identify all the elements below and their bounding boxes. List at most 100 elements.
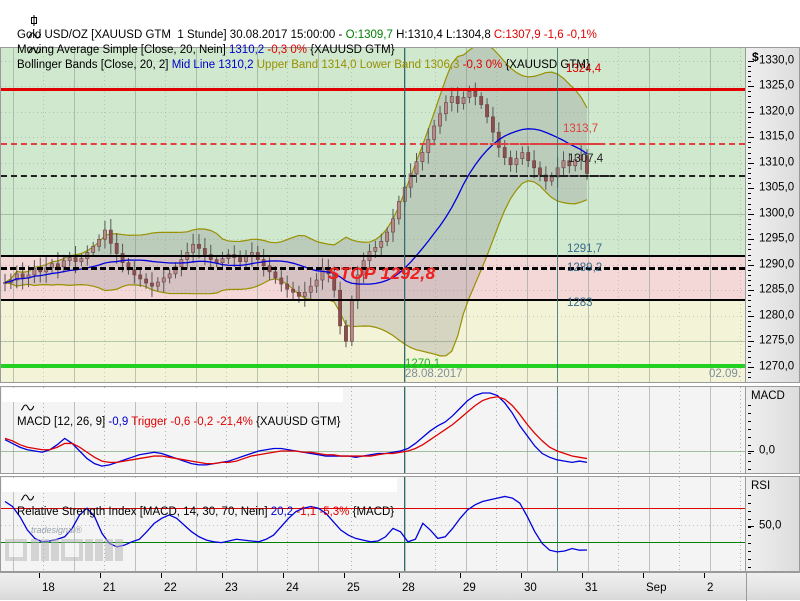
- macd-gridline: [435, 387, 436, 473]
- price-axis-minor-tick: [748, 275, 751, 276]
- lower-zone-black-line: [1, 299, 745, 302]
- price-gridline: [1, 239, 745, 240]
- time-axis[interactable]: 18 21 22 23 24 25 28 29 30 31 Sep 2: [0, 572, 800, 601]
- price-axis-minor-tick: [748, 127, 751, 128]
- rsi-gridline: [740, 477, 741, 571]
- macd-zero-line: [1, 451, 745, 452]
- cursor-line[interactable]: [404, 48, 405, 382]
- time-subgridline: [351, 48, 352, 382]
- price-axis-minor-tick: [748, 219, 751, 220]
- price-axis-minor-tick: [748, 158, 751, 159]
- time-gridline: [588, 48, 589, 382]
- price-axis-tick: [748, 341, 754, 342]
- price-axis-minor-tick: [748, 377, 751, 378]
- price-axis-minor-tick: [748, 306, 751, 307]
- time-axis-tick: [582, 573, 583, 578]
- rsi-day-gridline: [257, 477, 258, 571]
- rsi-panel[interactable]: tradesignal®: [0, 476, 746, 572]
- price-chart-panel[interactable]: 1324,4 1313,7 1307,4 1291,7 1289,2 1283 1270,1…: [0, 47, 746, 383]
- price-axis-minor-tick: [748, 153, 751, 154]
- macd-axis-minor-tick: [748, 445, 751, 446]
- price-axis-minor-tick: [748, 76, 751, 77]
- legend-row-rsi[interactable]: Relative Strength Index [MACD, 14, 30, 7…: [2, 478, 398, 518]
- legend-row-bollinger[interactable]: Bollinger Bands [Close, 20, 2] Mid Line …: [2, 31, 590, 71]
- price-gridline: [1, 61, 745, 62]
- rsi-gridline: [43, 477, 44, 571]
- price-axis-tick: [748, 86, 754, 87]
- cursor-line-secondary[interactable]: [557, 387, 558, 473]
- rsi-gridline: [618, 477, 619, 571]
- rsi-axis-minor-tick: [748, 495, 751, 496]
- macd-gridline: [226, 387, 227, 473]
- cursor-line[interactable]: [404, 477, 405, 571]
- rsi-gridline: [435, 477, 436, 571]
- time-axis-tick: [399, 573, 400, 578]
- chart-legend: Gold USD/OZ [XAUUSD GTM 1 Stunde] 30.08.…: [0, 0, 746, 71]
- resistance-red-line: [1, 87, 745, 91]
- time-subgridline: [435, 48, 436, 382]
- macd-axis[interactable]: MACD 0,0: [746, 386, 800, 474]
- price-axis-minor-tick: [748, 311, 751, 312]
- rsi-day-gridline: [318, 477, 319, 571]
- price-series: [3, 48, 589, 357]
- rsi-day-gridline: [466, 477, 467, 571]
- price-axis-minor-tick: [748, 71, 751, 72]
- time-axis-tick: [222, 573, 223, 578]
- price-axis-label: 1315,0: [759, 130, 795, 143]
- price-axis-tick: [748, 239, 754, 240]
- macd-gridline: [43, 387, 44, 473]
- macd-axis-minor-tick: [748, 421, 751, 422]
- rsi-axis[interactable]: RSI 50,0: [746, 476, 800, 572]
- price-axis-label: 1310,0: [759, 156, 795, 169]
- rsi-day-gridline: [135, 477, 136, 571]
- price-axis-label: 1290,0: [759, 258, 795, 271]
- price-gridline: [1, 265, 745, 266]
- price-axis-minor-tick: [748, 117, 751, 118]
- macd-gridline: [740, 387, 741, 473]
- price-axis-minor-tick: [748, 132, 751, 133]
- price-axis-minor-tick: [748, 351, 751, 352]
- macd-gridline: [618, 387, 619, 473]
- legend-row-macd[interactable]: MACD [12, 26, 9] -0,9 Trigger -0,6 -0,2 …: [2, 388, 344, 428]
- price-axis-minor-tick: [748, 102, 751, 103]
- price-axis-minor-tick: [748, 249, 751, 250]
- cursor-line-secondary[interactable]: [557, 48, 558, 382]
- time-axis-divider: [746, 573, 747, 601]
- price-axis-minor-tick: [748, 142, 751, 143]
- macd-day-gridline: [527, 387, 528, 473]
- macd-axis-minor-tick: [748, 453, 751, 454]
- price-axis[interactable]: $ 1330,0 1325,0 1320,0 1315,0 1310,0 1305,0 13…: [746, 47, 800, 383]
- legend-row-moving-average[interactable]: Moving Average Simple [Close, 20, Nein] …: [2, 16, 395, 56]
- price-axis-tick: [748, 214, 754, 215]
- price-axis-minor-tick: [748, 372, 751, 373]
- bollinger-lower-band: [4, 180, 588, 357]
- price-axis-label: 1285,0: [759, 283, 795, 296]
- price-axis-minor-tick: [748, 198, 751, 199]
- price-gridline: [1, 290, 745, 291]
- upper-zone-black-label: 1291,7: [567, 243, 603, 255]
- rsi-gridline: [287, 477, 288, 571]
- price-gridline: [1, 188, 745, 189]
- price-axis-minor-tick: [748, 168, 751, 169]
- macd-axis-minor-tick: [748, 413, 751, 414]
- legend-instrument-text: Gold USD/OZ [XAUUSD GTM 1 Stunde] 30.08.…: [17, 29, 597, 41]
- price-axis-minor-tick: [748, 285, 751, 286]
- rsi-mid-line: [1, 525, 745, 526]
- price-axis-minor-tick: [748, 122, 751, 123]
- price-axis-minor-tick: [748, 362, 751, 363]
- price-axis-minor-tick: [748, 280, 751, 281]
- price-axis-label: 1330,0: [759, 54, 795, 67]
- macd-axis-tick: [748, 451, 754, 452]
- rsi-gridline: [679, 477, 680, 571]
- cursor-line[interactable]: [404, 387, 405, 473]
- cursor-line-secondary[interactable]: [557, 477, 558, 571]
- price-axis-label: 1270,0: [759, 360, 795, 373]
- time-axis-tick: [283, 573, 284, 578]
- entry-black-dashed-line: [1, 267, 745, 271]
- legend-row-instrument[interactable]: Gold USD/OZ [XAUUSD GTM 1 Stunde] 30.08.…: [2, 1, 597, 41]
- macd-axis-label: 0,0: [759, 444, 775, 457]
- time-gridline: [74, 48, 75, 382]
- legend-rsi-text: Relative Strength Index [MACD, 14, 30, 7…: [17, 506, 395, 518]
- price-axis-minor-tick: [748, 321, 751, 322]
- date-label-right: 02.09.: [709, 368, 741, 380]
